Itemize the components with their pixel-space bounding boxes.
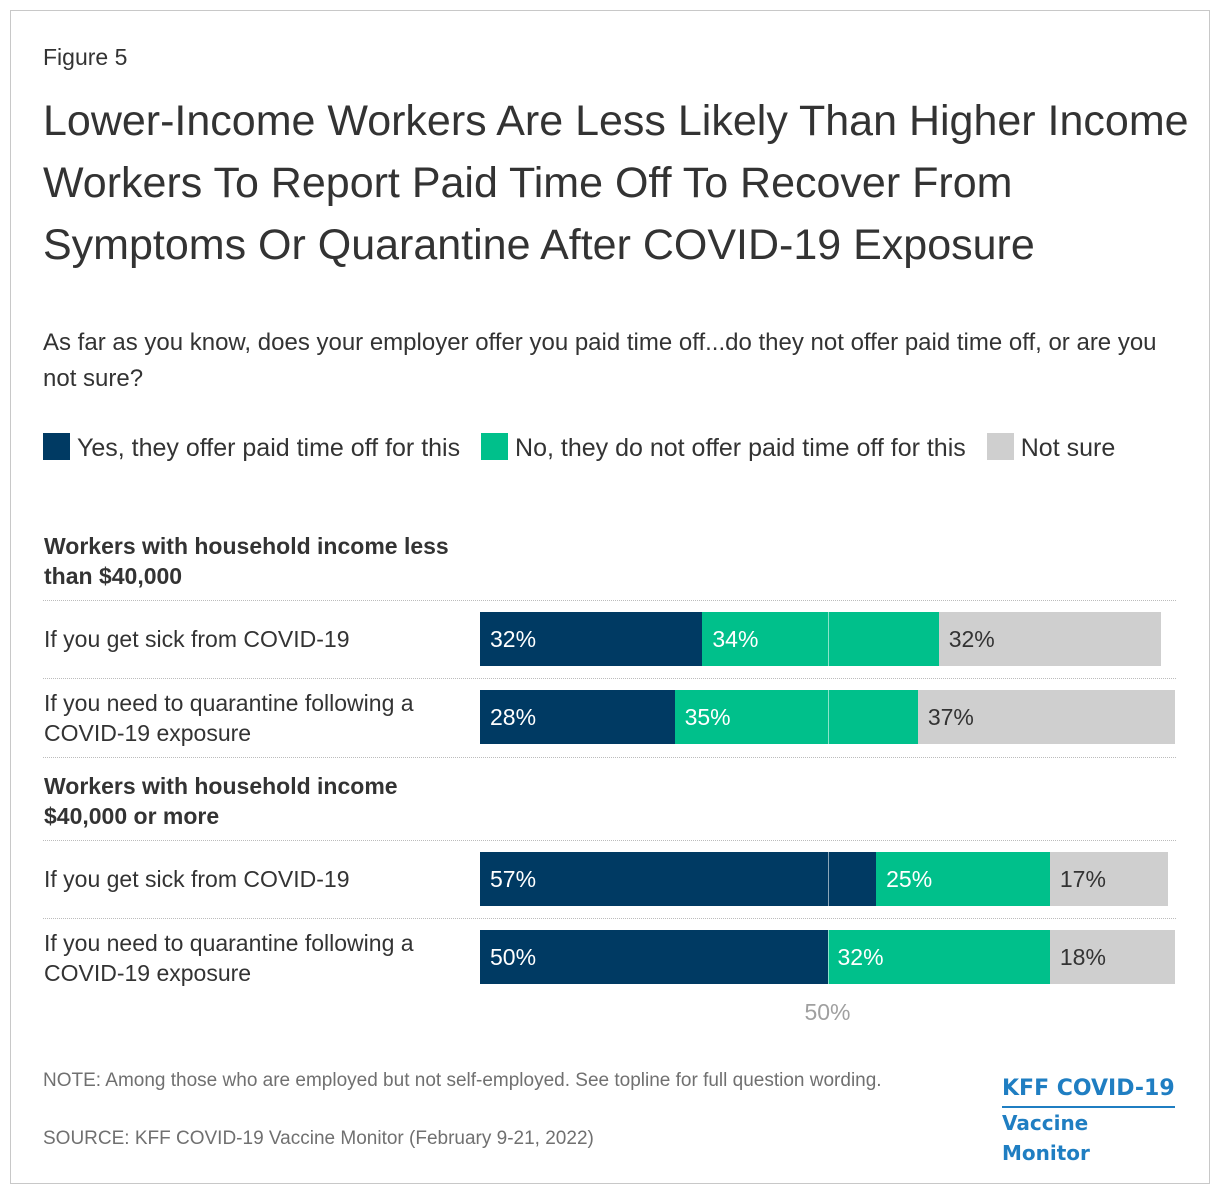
legend-swatch-not-sure (986, 433, 1014, 460)
chart-subtitle: As far as you know, does your employer o… (43, 329, 1157, 392)
bar-segment-yes: 57% (480, 852, 877, 906)
stacked-bar: 57% 25% 17% (480, 852, 1169, 906)
legend-label-yes: Yes, they offer paid time off for this (77, 434, 461, 462)
legend-item-no: No, they do not offer paid time off for … (467, 433, 966, 462)
brand-line-2: Vaccine Monitor (1002, 1111, 1090, 1165)
chart-title: Lower-Income Workers Are Less Likely Tha… (43, 97, 1189, 269)
group-heading-low-income: Workers with household income less than … (44, 533, 449, 589)
bar-segment-yes: 50% (480, 930, 828, 984)
bar-segment-no: 35% (674, 690, 918, 744)
row-divider (43, 678, 1176, 679)
bar-segment-not-sure: 18% (1049, 930, 1175, 984)
bar-segment-no: 34% (702, 612, 939, 666)
stacked-bar: 32% 34% 32% (480, 612, 1162, 666)
legend-label-no: No, they do not offer paid time off for … (515, 434, 966, 462)
stacked-bar: 28% 35% 37% (480, 690, 1175, 744)
bar-segment-not-sure: 32% (938, 612, 1162, 666)
legend-swatch-yes (43, 433, 70, 460)
bar-segment-yes: 28% (480, 690, 675, 744)
legend-item-not-sure: Not sure (973, 433, 1116, 462)
legend: Yes, they offer paid time off for this N… (43, 428, 1183, 468)
row-divider (43, 918, 1176, 919)
brand-logo: KFF COVID-19 Vaccine Monitor (1002, 1074, 1178, 1168)
reference-line (827, 690, 829, 744)
chart-note: NOTE: Among those who are employed but n… (43, 1070, 882, 1091)
legend-label-not-sure: Not sure (1020, 434, 1116, 462)
row-divider (43, 600, 1176, 601)
legend-swatch-no (481, 433, 509, 460)
figure-frame (10, 10, 1210, 1184)
row-label: If you get sick from COVID-19 (44, 866, 350, 892)
stacked-bar: 50% 32% 18% (480, 930, 1175, 984)
bar-segment-not-sure: 37% (917, 690, 1175, 744)
brand-line-1: KFF COVID-19 (1002, 1074, 1175, 1108)
row-divider (43, 757, 1176, 758)
figure-label: Figure 5 (43, 44, 128, 70)
reference-line (827, 930, 829, 984)
row-label: If you get sick from COVID-19 (44, 626, 350, 652)
group-heading-high-income: Workers with household income $40,000 or… (44, 773, 398, 829)
bar-segment-no: 25% (876, 852, 1050, 906)
row-divider (43, 840, 1176, 841)
axis-reference-label: 50% (804, 999, 851, 1025)
bar-segment-no: 32% (827, 930, 1050, 984)
chart-source: SOURCE: KFF COVID-19 Vaccine Monitor (Fe… (43, 1128, 594, 1149)
reference-line (827, 612, 829, 666)
bar-segment-not-sure: 17% (1049, 852, 1169, 906)
reference-line (827, 852, 829, 906)
legend-item-yes: Yes, they offer paid time off for this (43, 433, 461, 462)
row-label: If you need to quarantine following a CO… (44, 690, 414, 746)
bar-segment-yes: 32% (480, 612, 703, 666)
row-label: If you need to quarantine following a CO… (44, 930, 414, 986)
